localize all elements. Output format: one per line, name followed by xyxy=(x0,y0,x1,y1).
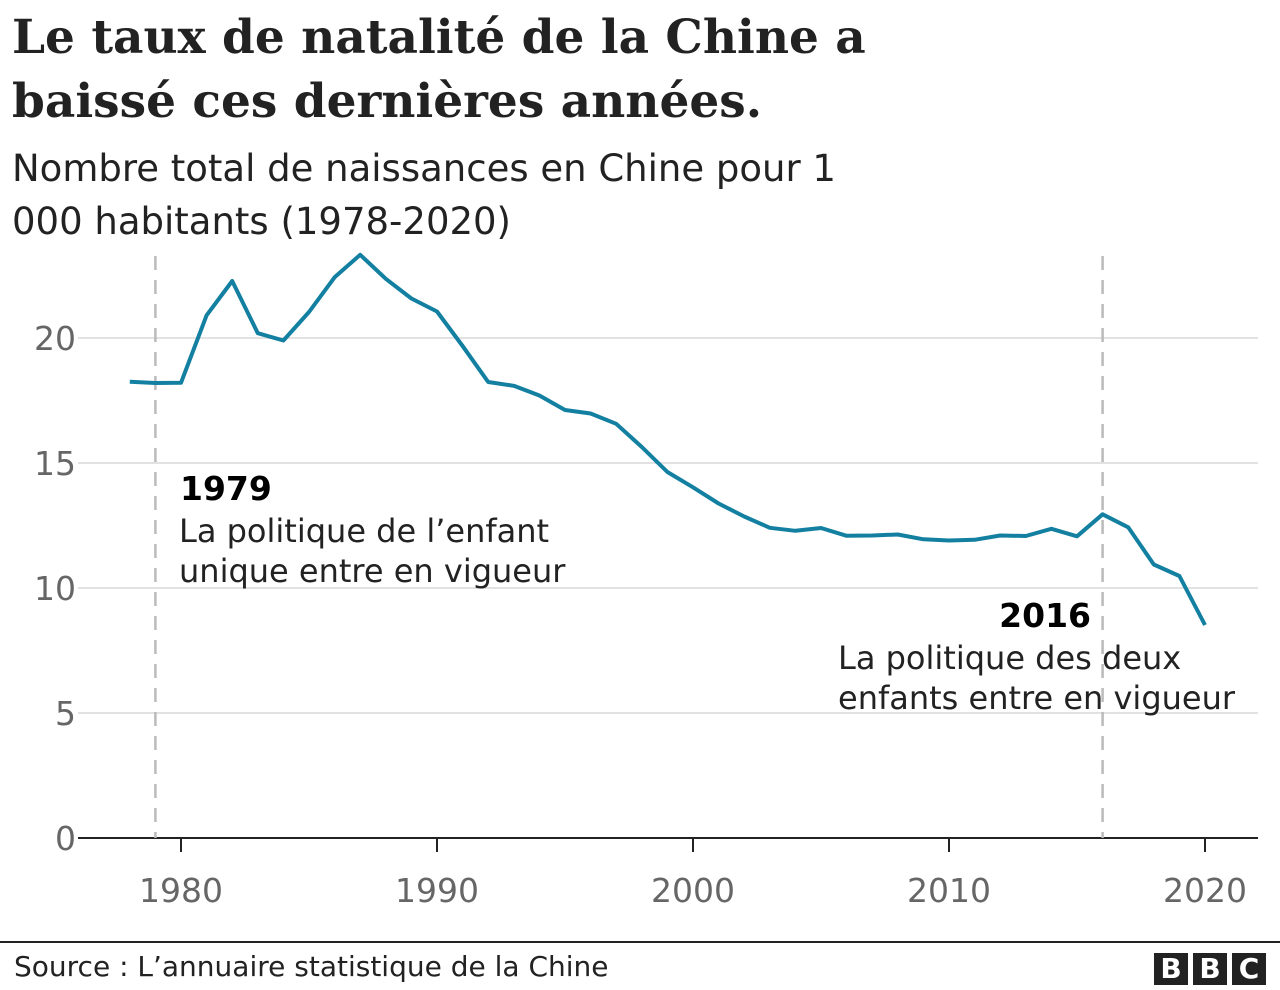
annotation-text-2016: enfants entre en vigueur xyxy=(838,679,1236,717)
birth-rate-line xyxy=(129,252,1207,626)
y-tick-label: 15 xyxy=(34,444,76,483)
chart-subtitle: Nombre total de naissances en Chine pour… xyxy=(12,147,836,243)
annotation-year-2016: 2016 xyxy=(999,596,1091,635)
footer-divider xyxy=(0,941,1280,943)
annotation-text-2016: La politique des deux xyxy=(838,639,1181,677)
annotation-text-1979: La politique de l’enfant xyxy=(179,512,549,550)
y-tick-label: 20 xyxy=(34,319,76,358)
x-tick-label: 2020 xyxy=(1163,871,1247,910)
annotation-year-1979: 1979 xyxy=(180,469,272,508)
x-tick-label: 1980 xyxy=(139,871,223,910)
y-tick-label: 0 xyxy=(55,819,76,858)
x-tick-label: 1990 xyxy=(395,871,479,910)
chart-title: Le taux de natalité de la Chine a baissé… xyxy=(12,10,866,129)
annotation-text-1979: unique entre en vigueur xyxy=(179,552,566,590)
x-tick-label: 2010 xyxy=(907,871,991,910)
line-chart: 0 5 10 15 20 1980 1990 2000 2010 2020 1979 La pol… xyxy=(34,252,1258,910)
x-tick-label: 2000 xyxy=(651,871,735,910)
y-tick-label: 5 xyxy=(55,694,76,733)
y-tick-label: 10 xyxy=(34,569,76,608)
source-note: Source : L’annuaire statistique de la Ch… xyxy=(14,950,609,983)
